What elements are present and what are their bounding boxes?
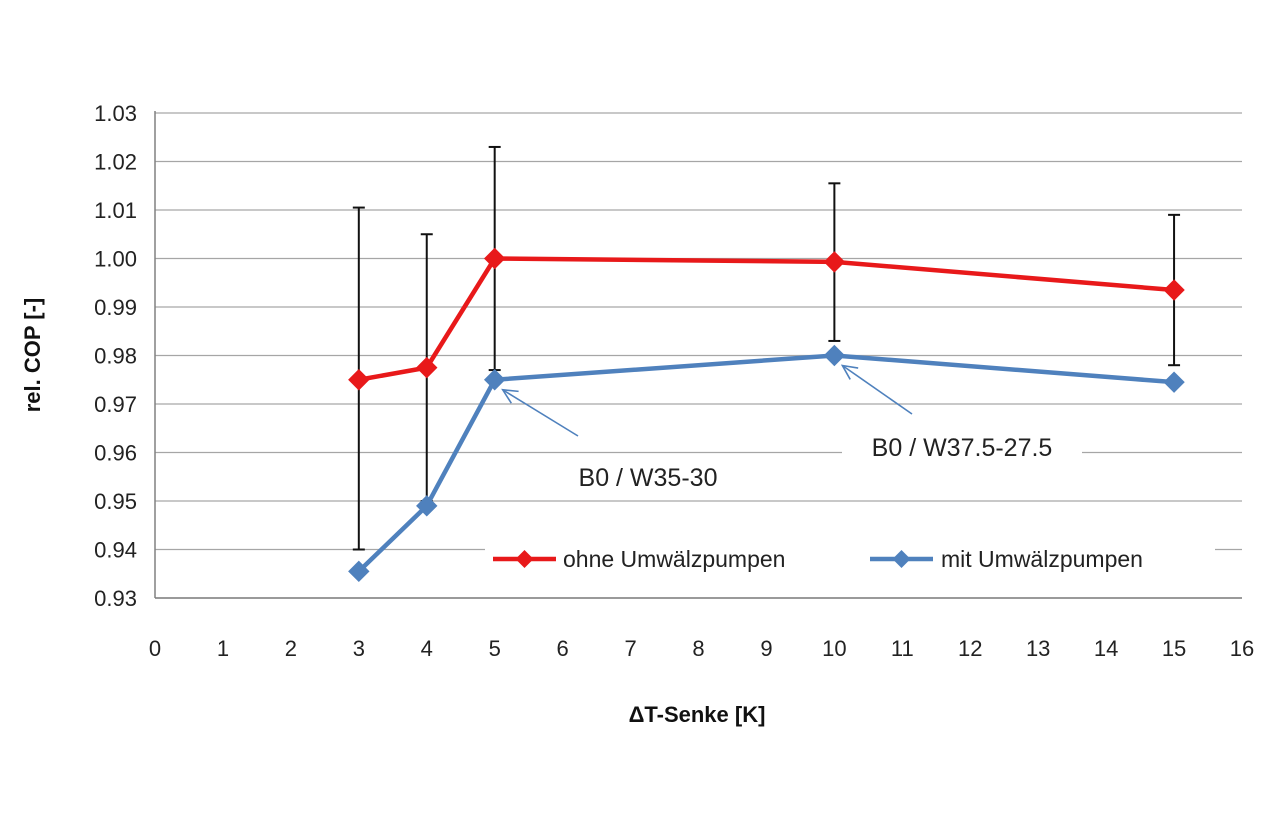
y-tick-label: 0.97	[94, 392, 137, 417]
y-tick-label: 1.00	[94, 247, 137, 272]
x-tick-label: 3	[353, 636, 365, 661]
x-tick-label: 2	[285, 636, 297, 661]
legend: ohne Umwälzpumpen mit Umwälzpumpen	[485, 536, 1215, 580]
x-tick-label: 15	[1162, 636, 1186, 661]
legend-item: mit Umwälzpumpen	[870, 546, 1143, 572]
legend-label: ohne Umwälzpumpen	[563, 546, 785, 572]
x-tick-label: 0	[149, 636, 161, 661]
y-tick-label: 1.01	[94, 198, 137, 223]
annotation-label: B0 / W37.5-27.5	[872, 434, 1053, 462]
axes	[154, 111, 1242, 599]
y-tick-label: 0.99	[94, 295, 137, 320]
legend-marker	[515, 550, 534, 568]
annotation-background	[842, 426, 1082, 466]
annotation-label: B0 / W35-30	[579, 464, 718, 492]
y-tick-label: 0.94	[94, 538, 137, 563]
x-tick-labels: 0 1 2 3 4 5 6 7 8 9 10 11 12 13 14 15 16	[149, 636, 1254, 661]
x-tick-label: 16	[1230, 636, 1254, 661]
data-point	[348, 560, 370, 583]
x-tick-label: 6	[557, 636, 569, 661]
y-tick-labels: 0.93 0.94 0.95 0.96 0.97 0.98 0.99 1.00 1.01 1.02…	[94, 101, 137, 611]
annotation: B0 / W35-30	[501, 388, 748, 496]
x-tick-label: 11	[891, 636, 914, 661]
series	[348, 247, 1185, 583]
series-1	[348, 247, 1185, 391]
data-point	[483, 369, 506, 391]
y-tick-label: 1.03	[94, 101, 137, 126]
annotation: B0 / W37.5-27.5	[840, 364, 1082, 466]
x-tick-label: 10	[822, 636, 846, 661]
annotation-arrowhead	[501, 388, 519, 404]
gridlines	[155, 112, 1242, 599]
annotation-arrow-line	[841, 364, 913, 415]
x-tick-label: 12	[958, 636, 982, 661]
data-point	[416, 495, 438, 517]
y-tick-label: 0.98	[94, 344, 137, 369]
legend-item: ohne Umwälzpumpen	[493, 546, 785, 572]
y-tick-label: 0.96	[94, 441, 137, 466]
data-point	[1163, 279, 1185, 301]
data-point	[416, 356, 438, 379]
legend-label: mit Umwälzpumpen	[941, 546, 1143, 572]
x-tick-label: 5	[489, 636, 501, 661]
x-axis-title: ΔT-Senke [K]	[629, 702, 766, 727]
x-tick-label: 9	[760, 636, 772, 661]
annotation-arrow-line	[502, 389, 579, 437]
y-tick-label: 0.93	[94, 586, 137, 611]
legend-marker	[892, 550, 911, 568]
data-point	[1163, 371, 1185, 393]
y-tick-label: 1.02	[94, 150, 137, 175]
y-tick-label: 0.95	[94, 489, 137, 514]
data-point	[348, 369, 370, 391]
series-2	[348, 344, 1185, 583]
x-tick-label: 7	[624, 636, 636, 661]
data-point	[823, 251, 846, 273]
data-point	[823, 344, 846, 367]
annotation-background	[548, 456, 748, 496]
x-tick-label: 8	[692, 636, 704, 661]
x-tick-label: 14	[1094, 636, 1118, 661]
legend-background	[485, 536, 1215, 580]
x-tick-label: 1	[217, 636, 229, 661]
annotation-arrowhead	[840, 364, 859, 380]
x-tick-label: 13	[1026, 636, 1050, 661]
y-axis-title: rel. COP [-]	[20, 298, 45, 413]
annotations: B0 / W35-30 B0 / W37.5-27.5	[501, 364, 1082, 496]
error-bars	[352, 145, 1181, 551]
data-point	[483, 247, 506, 270]
x-tick-label: 4	[421, 636, 433, 661]
